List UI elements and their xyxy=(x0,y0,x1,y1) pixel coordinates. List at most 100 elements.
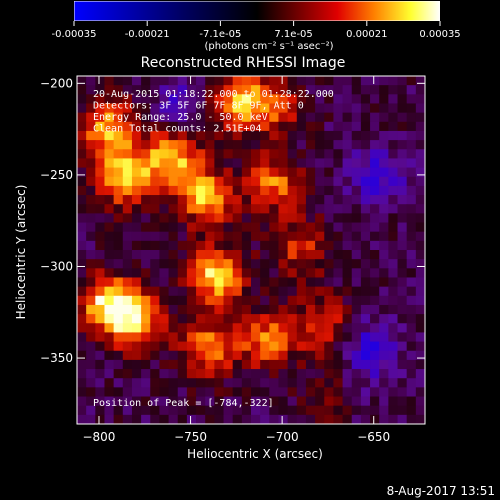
heatmap-cell xyxy=(333,176,343,187)
heatmap-cell xyxy=(296,369,307,379)
heatmap-cell xyxy=(141,130,151,141)
heatmap-cell xyxy=(241,185,252,196)
heatmap-cell xyxy=(379,396,389,407)
heatmap-cell xyxy=(77,250,87,260)
heatmap-cell xyxy=(305,259,316,269)
heatmap-cell xyxy=(287,94,298,104)
heatmap-cell xyxy=(131,369,142,379)
heatmap-cell xyxy=(241,195,252,205)
heatmap-cell xyxy=(223,286,234,297)
heatmap-cell xyxy=(351,387,362,397)
heatmap-cell xyxy=(77,76,87,86)
heatmap-cell xyxy=(315,85,325,95)
heatmap-cell xyxy=(177,149,188,159)
heatmap-cell xyxy=(186,204,197,214)
heatmap-cell xyxy=(131,405,142,416)
heatmap-cell xyxy=(333,231,343,242)
heatmap-cell xyxy=(324,378,334,388)
heatmap-cell xyxy=(388,85,398,95)
heatmap-cell xyxy=(141,378,151,388)
heatmap-cell xyxy=(168,341,179,352)
heatmap-cell xyxy=(150,369,160,379)
heatmap-cell xyxy=(159,222,169,233)
heatmap-cell xyxy=(113,359,124,370)
heatmap-cell xyxy=(269,359,279,370)
heatmap-cell xyxy=(196,112,206,123)
heatmap-cell xyxy=(104,250,115,260)
heatmap-cell xyxy=(223,195,234,205)
heatmap-cell xyxy=(370,286,380,297)
heatmap-cell xyxy=(305,387,316,397)
heatmap-cell xyxy=(77,277,87,288)
heatmap-cell xyxy=(370,222,380,233)
heatmap-cell xyxy=(406,359,417,370)
heatmap-cell xyxy=(333,240,343,251)
heatmap-cell xyxy=(177,195,188,205)
heatmap-cell xyxy=(113,405,124,416)
heatmap-cell xyxy=(241,240,252,251)
heatmap-cell xyxy=(168,176,179,187)
heatmap-cell xyxy=(186,277,197,288)
heatmap-cell xyxy=(86,378,96,388)
heatmap-cell xyxy=(287,103,298,114)
heatmap-cell xyxy=(415,167,426,178)
heatmap-cell xyxy=(186,167,197,178)
heatmap-cell xyxy=(223,332,234,342)
heatmap-cell xyxy=(388,268,398,278)
heatmap-cell xyxy=(333,140,343,150)
heatmap-cell xyxy=(150,76,160,86)
heatmap-cell xyxy=(379,295,389,306)
heatmap-cell xyxy=(315,140,325,150)
heatmap-cell xyxy=(232,158,243,168)
heatmap-cell xyxy=(241,286,252,297)
heatmap-cell xyxy=(131,332,142,342)
heatmap-cell xyxy=(370,304,380,315)
heatmap-cell xyxy=(296,222,307,233)
heatmap-cell xyxy=(168,268,179,278)
heatmap-cell xyxy=(168,240,179,251)
heatmap-cell xyxy=(351,259,362,269)
heatmap-cell xyxy=(415,158,426,168)
heatmap-cell xyxy=(278,231,289,242)
heatmap-cell xyxy=(379,167,389,178)
heatmap-cell xyxy=(287,295,298,306)
heatmap-cell xyxy=(196,240,206,251)
heatmap-cell xyxy=(141,341,151,352)
heatmap-cell xyxy=(196,378,206,388)
heatmap-cell xyxy=(315,295,325,306)
heatmap-cell xyxy=(415,277,426,288)
heatmap-cell xyxy=(333,112,343,123)
heatmap-cell xyxy=(360,277,371,288)
heatmap-cell xyxy=(251,94,261,104)
heatmap-cell xyxy=(86,387,96,397)
annotation-line: Energy Range: 25.0 - 50.0 keV xyxy=(93,112,268,123)
heatmap-cell xyxy=(205,286,215,297)
heatmap-cell xyxy=(214,103,224,114)
heatmap-cell xyxy=(196,359,206,370)
heatmap-cell xyxy=(122,250,133,260)
heatmap-cell xyxy=(241,158,252,168)
heatmap-cell xyxy=(388,387,398,397)
heatmap-cell xyxy=(104,341,115,352)
heatmap-cell xyxy=(86,259,96,269)
heatmap-cell xyxy=(388,359,398,370)
heatmap-cell xyxy=(150,185,160,196)
heatmap-cell xyxy=(122,167,133,178)
heatmap-cell xyxy=(315,387,325,397)
heatmap-cell xyxy=(406,396,417,407)
heatmap-cell xyxy=(305,414,316,425)
heatmap-cell xyxy=(287,332,298,342)
heatmap-cell xyxy=(379,185,389,196)
heatmap-cell xyxy=(351,286,362,297)
heatmap-cell xyxy=(150,195,160,205)
heatmap-cell xyxy=(77,185,87,196)
heatmap-cell xyxy=(95,341,105,352)
heatmap-cell xyxy=(388,130,398,141)
heatmap-cell xyxy=(296,167,307,178)
heatmap-cell xyxy=(360,85,371,95)
heatmap-cell xyxy=(150,387,160,397)
heatmap-cell xyxy=(370,185,380,196)
heatmap-cell xyxy=(150,112,160,123)
heatmap-cell xyxy=(370,85,380,95)
heatmap-cell xyxy=(406,259,417,269)
